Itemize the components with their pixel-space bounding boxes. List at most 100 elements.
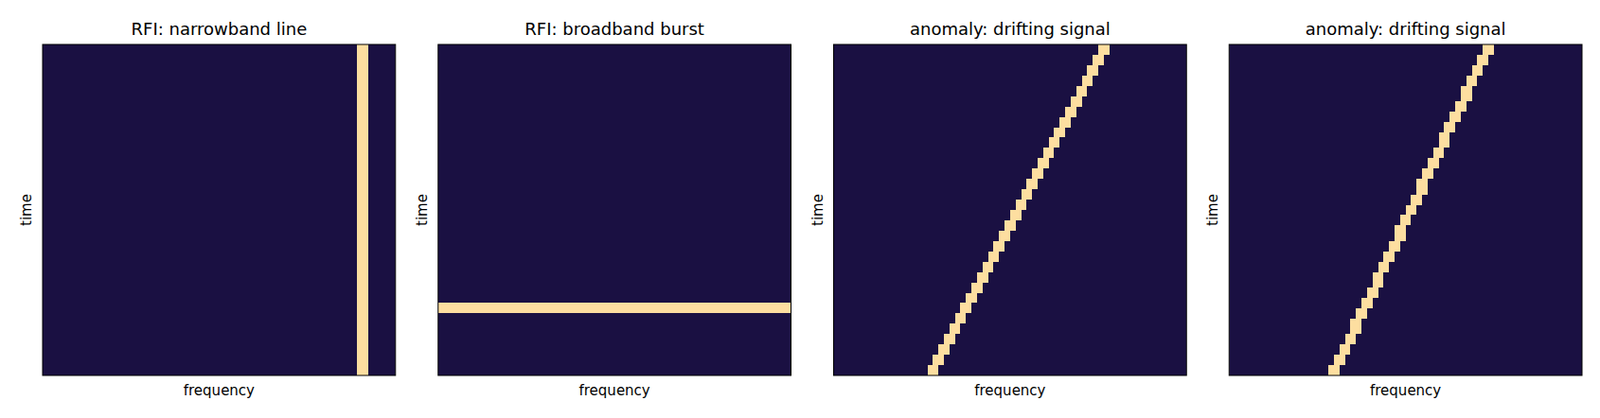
plot-area bbox=[438, 44, 792, 376]
drift-track-cell bbox=[949, 329, 961, 335]
panel: RFI: broadband burst frequency time bbox=[413, 18, 792, 400]
drift-track-cell bbox=[1082, 75, 1094, 81]
drift-track-cell bbox=[1328, 371, 1340, 376]
drift-track-cell bbox=[965, 293, 978, 299]
drift-track-cell bbox=[1416, 184, 1428, 190]
figure: RFI: narrowband linefrequencytimeRFI: br… bbox=[0, 0, 1600, 418]
drift-track-cell bbox=[1378, 266, 1390, 272]
panel: anomaly: drifting signalfrequencytime bbox=[1204, 18, 1583, 400]
drift-track-cell bbox=[932, 360, 944, 366]
drift-track-cell bbox=[1092, 54, 1104, 60]
drift-track-cell bbox=[1466, 80, 1478, 86]
drift-track-cell bbox=[1053, 127, 1066, 133]
drift-track-cell bbox=[1372, 277, 1385, 283]
drift-track-cell bbox=[1037, 163, 1049, 169]
drift-track-cell bbox=[1355, 308, 1368, 314]
y-axis-title: time bbox=[17, 194, 36, 227]
drift-track-cell bbox=[1405, 205, 1418, 211]
drift-track-cell bbox=[1059, 122, 1071, 127]
x-axis-title: frequency bbox=[183, 382, 255, 400]
drift-track-cell bbox=[960, 308, 972, 314]
drift-track-cell bbox=[1482, 44, 1494, 50]
drift-track-cell bbox=[1339, 350, 1352, 356]
drift-track-cell bbox=[1082, 80, 1094, 86]
drift-track-cell bbox=[1410, 199, 1423, 205]
drift-track-cell bbox=[1443, 122, 1456, 127]
drift-track-cell bbox=[988, 251, 1000, 257]
drift-track-cell bbox=[971, 287, 983, 293]
drift-track-cell bbox=[1367, 293, 1379, 299]
drift-track-cell bbox=[1059, 117, 1071, 123]
frame bbox=[42, 44, 396, 376]
plot-area bbox=[42, 44, 396, 376]
narrowband-line bbox=[356, 44, 363, 376]
drift-track-cell bbox=[1031, 168, 1044, 174]
drift-track-cell bbox=[1449, 111, 1461, 117]
drift-track-cell bbox=[1098, 44, 1110, 50]
drift-track-cell bbox=[982, 262, 995, 267]
drift-track-cell bbox=[1031, 174, 1044, 179]
drift-track-cell bbox=[1455, 101, 1467, 107]
drift-track-cell bbox=[1427, 158, 1440, 163]
drift-track-cell bbox=[1416, 189, 1428, 195]
drift-track-cell bbox=[1015, 205, 1028, 211]
drift-track-cell bbox=[932, 355, 944, 360]
x-axis-title: frequency bbox=[1369, 382, 1441, 400]
drift-track-cell bbox=[1460, 86, 1473, 91]
frame bbox=[1228, 44, 1583, 376]
drift-track-cell bbox=[1383, 251, 1395, 257]
drift-track-cell bbox=[1339, 344, 1352, 350]
drift-track-cell bbox=[1333, 360, 1346, 366]
drift-track-cell bbox=[977, 272, 989, 278]
drift-track-cell bbox=[1372, 272, 1385, 278]
drift-track-cell bbox=[993, 241, 1005, 247]
drift-track-cell bbox=[1021, 195, 1033, 200]
drift-track-cell bbox=[1422, 168, 1434, 174]
y-axis-title: time bbox=[809, 194, 827, 227]
drift-track-cell bbox=[988, 256, 1000, 262]
drift-track-cell bbox=[1350, 329, 1362, 335]
background-cells bbox=[42, 44, 396, 376]
drift-track-cell bbox=[955, 313, 967, 319]
drift-track-cell bbox=[1400, 220, 1412, 226]
drift-track-cell bbox=[1328, 365, 1340, 371]
y-axis-title: time bbox=[413, 194, 431, 227]
panel-title: RFI: broadband burst bbox=[524, 18, 705, 39]
drift-track-cell bbox=[1482, 49, 1494, 54]
frame bbox=[438, 44, 792, 376]
background-cells bbox=[438, 44, 792, 376]
drift-track-cell bbox=[1394, 225, 1406, 231]
drift-track-cell bbox=[1350, 323, 1362, 329]
drift-track-cell bbox=[960, 302, 972, 308]
drift-track-cell bbox=[1439, 142, 1451, 148]
drift-track-cell bbox=[1394, 235, 1406, 241]
drift-track-cell bbox=[1070, 96, 1083, 102]
frame bbox=[834, 44, 1188, 376]
drift-track-cell bbox=[1422, 174, 1434, 179]
drift-track-cell bbox=[938, 350, 950, 356]
drift-track-cell bbox=[1378, 262, 1390, 267]
broadband-burst bbox=[438, 308, 792, 314]
x-axis-title: frequency bbox=[579, 382, 651, 400]
drift-track-cell bbox=[993, 246, 1005, 251]
drift-track-cell bbox=[1037, 158, 1049, 163]
drift-track-cell bbox=[1410, 195, 1423, 200]
background-cells bbox=[834, 44, 1188, 376]
drift-track-cell bbox=[1355, 313, 1368, 319]
drift-track-cell bbox=[938, 344, 950, 350]
drift-track-cell bbox=[1065, 106, 1077, 112]
drift-track-cell bbox=[977, 277, 989, 283]
drift-track-cell bbox=[1043, 153, 1055, 159]
drift-track-cell bbox=[1472, 65, 1484, 71]
panel: anomaly: drifting signalfrequencytime bbox=[809, 18, 1188, 400]
drift-track-cell bbox=[1460, 90, 1473, 96]
drift-track-cell bbox=[1086, 65, 1099, 71]
drift-track-cell bbox=[1433, 153, 1445, 159]
drift-track-cell bbox=[1086, 70, 1099, 75]
drift-track-cell bbox=[1476, 59, 1489, 65]
narrowband-line bbox=[362, 44, 369, 376]
drift-track-cell bbox=[1443, 127, 1456, 133]
drift-track-cell bbox=[1043, 147, 1055, 153]
drift-track-cell bbox=[1333, 355, 1346, 360]
drift-track-cell bbox=[1010, 214, 1022, 220]
